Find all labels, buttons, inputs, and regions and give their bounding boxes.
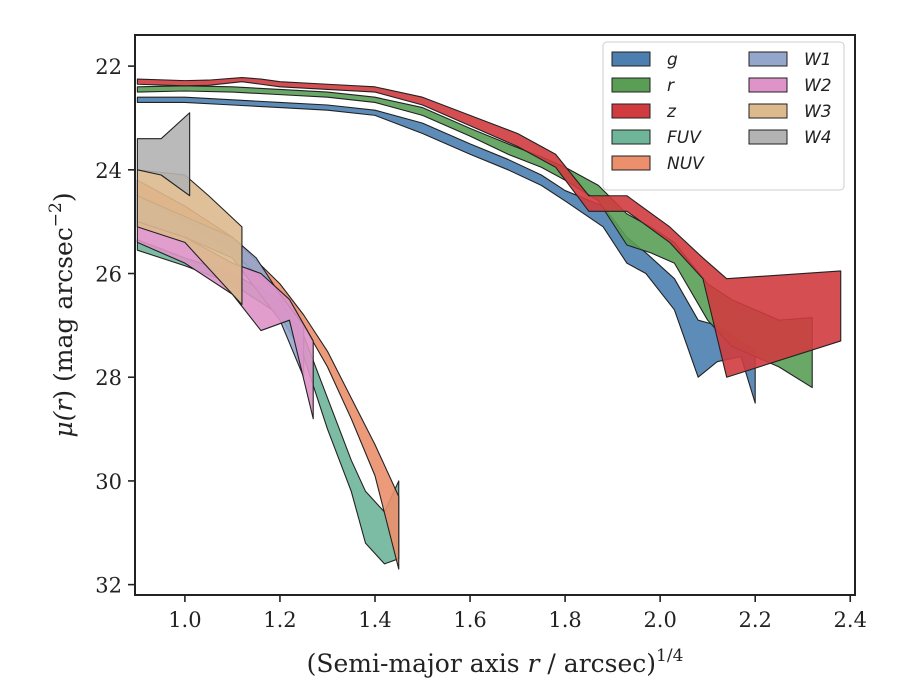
legend-label-g: g — [667, 50, 678, 70]
legend-label-r: r — [667, 76, 675, 96]
legend-label-w1: W1 — [804, 50, 832, 70]
band-w3 — [136, 169, 243, 306]
x-tick-label: 1.8 — [548, 608, 581, 632]
legend-label-nuv: NUV — [667, 154, 705, 174]
x-tick-label: 2.4 — [834, 608, 867, 632]
legend-swatch-z — [611, 103, 651, 119]
legend-swatch-nuv — [611, 155, 651, 171]
band-z — [136, 76, 842, 378]
legend-swatch-w2 — [748, 77, 788, 93]
y-axis: 22 24 26 28 30 32 — [95, 55, 135, 598]
y-tick-label: 22 — [95, 55, 122, 79]
legend-swatch-w4 — [748, 129, 788, 145]
legend-label-w2: W2 — [804, 76, 832, 96]
plot-area — [136, 76, 842, 570]
x-axis: 1.0 1.2 1.4 1.6 1.8 2.0 2.2 2.4 — [168, 595, 867, 632]
x-axis-title: (Semi-major axis r / arcsec)1/4 — [307, 646, 684, 678]
y-tick-label: 24 — [95, 159, 122, 183]
legend-label-w3: W3 — [804, 102, 832, 122]
legend-swatch-w1 — [748, 51, 788, 67]
plot-frame — [134, 34, 856, 596]
band-g — [136, 96, 756, 404]
legend-swatch-r — [611, 77, 651, 93]
y-axis-title: μ(r) (mag arcsec−2) — [46, 192, 78, 437]
x-tick-label: 1.2 — [263, 608, 296, 632]
legend-label-w4: W4 — [804, 128, 832, 148]
legend-swatch-fuv — [611, 129, 651, 145]
y-tick-label: 28 — [95, 366, 122, 390]
x-tick-label: 1.4 — [358, 608, 391, 632]
y-tick-label: 26 — [95, 263, 122, 287]
legend-label-z: z — [666, 102, 677, 122]
band-r — [136, 85, 813, 389]
x-tick-label: 1.6 — [453, 608, 486, 632]
legend: grz FUV NUV W1 W2 W3 W4 — [602, 41, 845, 191]
x-tick-label: 1.0 — [168, 608, 201, 632]
band-w4 — [136, 112, 191, 197]
legend-label-fuv: FUV — [667, 128, 702, 148]
y-tick-label: 32 — [95, 574, 122, 598]
legend-swatch-w3 — [748, 103, 788, 119]
x-tick-label: 2.2 — [738, 608, 771, 632]
x-tick-label: 2.0 — [643, 608, 676, 632]
legend-swatch-g — [611, 51, 651, 67]
y-tick-label: 30 — [95, 470, 122, 494]
